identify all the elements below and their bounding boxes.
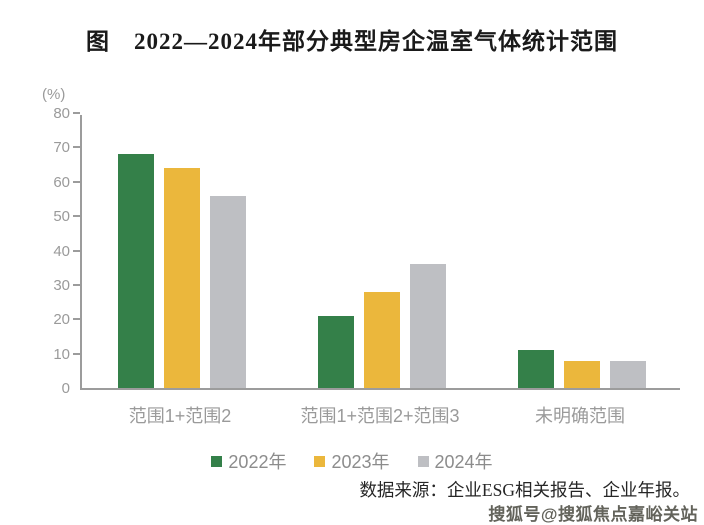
y-tick-mark — [73, 112, 80, 114]
y-axis-unit-label: (%) — [42, 86, 66, 103]
legend-label: 2023年 — [331, 452, 390, 472]
bar-2022年-范围1+范围2+范围3 — [318, 315, 354, 388]
bar-group — [518, 350, 646, 388]
legend-swatch-icon — [314, 455, 326, 467]
bar-group — [118, 154, 246, 388]
bar-group — [318, 264, 446, 388]
y-tick-label: 30 — [53, 276, 70, 294]
bar-2023年-未明确范围 — [564, 360, 600, 388]
chart-title: 图 2022—2024年部分典型房企温室气体统计范围 — [86, 29, 618, 54]
legend-label: 2024年 — [434, 452, 493, 472]
y-tick-label: 80 — [53, 105, 70, 122]
x-category-label: 未明确范围 — [535, 406, 625, 426]
y-tick-label: 50 — [53, 208, 70, 226]
y-tick-label: 10 — [53, 345, 70, 363]
y-tick-label: 70 — [53, 139, 70, 157]
legend: 2022年 2023年 2024年 — [0, 448, 704, 474]
y-tick-mark — [73, 249, 80, 252]
plot-area: 0 10 20 30 40 50 60 70 80 — [53, 106, 680, 396]
y-tick-mark — [73, 318, 80, 321]
y-tick-mark — [73, 215, 80, 218]
bar-2024年-范围1+范围2 — [210, 195, 246, 388]
y-tick-mark — [73, 283, 80, 286]
bar-2022年-未明确范围 — [518, 350, 554, 388]
source-note: 数据来源：企业ESG相关报告、企业年报。 — [359, 480, 690, 500]
y-tick-mark — [73, 146, 80, 149]
x-category-label: 范围1+范围2+范围3 — [300, 406, 460, 426]
legend-item: 2023年 — [314, 448, 390, 474]
y-tick-mark — [73, 352, 80, 355]
legend-swatch-icon — [417, 455, 429, 467]
bar-2022年-范围1+范围2 — [118, 154, 154, 388]
y-tick-mark — [73, 180, 80, 183]
legend-label: 2022年 — [228, 452, 287, 472]
y-tick-label: 20 — [53, 311, 70, 329]
x-category-label: 范围1+范围2 — [128, 406, 232, 426]
y-tick-label: 40 — [53, 242, 70, 260]
bar-2023年-范围1+范围2 — [164, 168, 200, 388]
bar-2023年-范围1+范围2+范围3 — [364, 291, 400, 388]
legend-swatch-icon — [211, 455, 223, 467]
bar-2024年-未明确范围 — [610, 360, 646, 388]
y-tick-label: 0 — [61, 380, 70, 397]
y-tick-label: 60 — [53, 173, 70, 191]
watermark: 搜狐号@搜狐焦点嘉峪关站 — [488, 505, 698, 524]
bar-2024年-范围1+范围2+范围3 — [410, 264, 446, 388]
legend-item: 2024年 — [417, 448, 493, 474]
legend-item: 2022年 — [211, 448, 286, 474]
